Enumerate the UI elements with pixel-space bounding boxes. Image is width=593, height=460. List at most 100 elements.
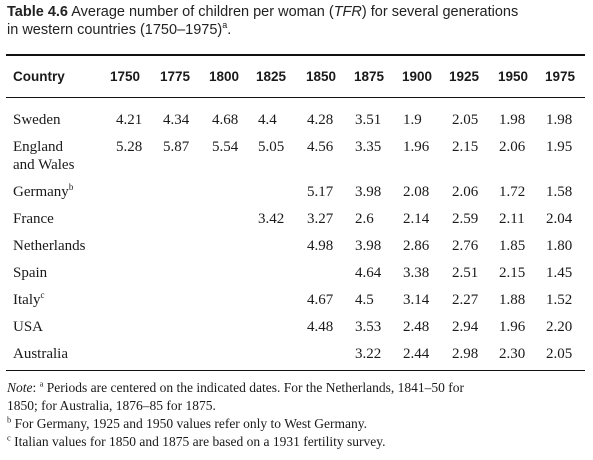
- year-header-1800: 1800: [209, 69, 240, 84]
- tfr-value-sweden-1850: 4.28: [307, 112, 334, 128]
- tfr-value-sweden-1750: 4.21: [116, 112, 143, 128]
- note-c-line: c Italian values for 1850 and 1875 are b…: [7, 433, 587, 451]
- table-label: Table 4.6: [7, 4, 68, 20]
- tfr-value-netherlands-1975: 1.80: [546, 238, 573, 254]
- note-b-mark: b: [7, 414, 12, 425]
- tfr-value-australia-1900: 2.44: [403, 346, 430, 362]
- tfr-value-netherlands-1950: 1.85: [499, 238, 526, 254]
- tfr-value-france-1975: 2.04: [546, 211, 573, 227]
- tfr-value-italy-1875: 4.5: [355, 292, 374, 308]
- tfr-value-spain-1875: 4.64: [355, 265, 382, 281]
- country-sweden: Sweden: [13, 111, 61, 129]
- tfr-value-spain-1900: 3.38: [403, 265, 430, 281]
- tfr-value-sweden-1975: 1.98: [546, 112, 573, 128]
- note-b-text: For Germany, 1925 and 1950 values refer …: [11, 416, 367, 431]
- year-header-1900: 1900: [402, 69, 433, 84]
- note-c-text: Italian values for 1850 and 1875 are bas…: [10, 434, 386, 449]
- tfr-value-england-1850: 4.56: [307, 139, 334, 155]
- tfr-value-usa-1900: 2.48: [403, 319, 430, 335]
- country-spain: Spain: [13, 264, 47, 282]
- tfr-value-sweden-1775: 4.34: [163, 112, 190, 128]
- tfr-value-germany-1975: 1.58: [546, 184, 573, 200]
- note-label: Note: [7, 380, 33, 395]
- country-name: Germany: [13, 184, 69, 200]
- tfr-value-usa-1975: 2.20: [546, 319, 573, 335]
- country-name: Australia: [13, 346, 68, 362]
- tfr-value-germany-1875: 3.98: [355, 184, 382, 200]
- tfr-value-england-1925: 2.15: [452, 139, 479, 155]
- tfr-value-england-1875: 3.35: [355, 139, 382, 155]
- tfr-value-sweden-1875: 3.51: [355, 112, 382, 128]
- tfr-value-australia-1950: 2.30: [499, 346, 526, 362]
- tfr-value-france-1925: 2.59: [452, 211, 479, 227]
- year-header-1850: 1850: [306, 69, 337, 84]
- tfr-value-germany-1900: 2.08: [403, 184, 430, 200]
- country-france: France: [13, 210, 54, 228]
- note-a-line-2: 1850; for Australia, 1876–85 for 1875.: [7, 397, 587, 415]
- country-name: France: [13, 211, 54, 227]
- tfr-value-italy-1950: 1.88: [499, 292, 526, 308]
- tfr-value-england-1900: 1.96: [403, 139, 430, 155]
- header-rule: [6, 97, 585, 98]
- tfr-value-netherlands-1850: 4.98: [307, 238, 334, 254]
- tfr-value-sweden-1825: 4.4: [258, 112, 277, 128]
- caption-line-1: Table 4.6 Average number of children per…: [7, 3, 587, 21]
- tfr-value-germany-1950: 1.72: [499, 184, 526, 200]
- country-name: Spain: [13, 265, 48, 281]
- tfr-value-spain-1925: 2.51: [452, 265, 479, 281]
- tfr-value-france-1850: 3.27: [307, 211, 334, 227]
- tfr-value-england-1750: 5.28: [116, 139, 143, 155]
- tfr-value-netherlands-1925: 2.76: [452, 238, 479, 254]
- tfr-value-netherlands-1875: 3.98: [355, 238, 382, 254]
- country-name: Italy: [13, 292, 41, 308]
- year-header-1875: 1875: [354, 69, 385, 84]
- caption-footnote-mark: a: [222, 20, 228, 31]
- caption-abbr: TFR: [333, 4, 362, 20]
- tfr-value-france-1900: 2.14: [403, 211, 430, 227]
- year-header-1775: 1775: [160, 69, 191, 84]
- tfr-value-england-1975: 1.95: [546, 139, 573, 155]
- country-usa: USA: [13, 318, 43, 336]
- tfr-value-england-1800: 5.54: [212, 139, 239, 155]
- caption-line2-text: in western countries (1750–1975): [7, 22, 223, 38]
- tfr-value-australia-1875: 3.22: [355, 346, 382, 362]
- country-footnote-mark: c: [40, 290, 45, 300]
- country-footnote-mark: b: [68, 182, 74, 192]
- tfr-value-usa-1925: 2.94: [452, 319, 479, 335]
- note-a-line-1: Note: a Periods are centered on the indi…: [7, 379, 587, 397]
- country-name: Sweden: [13, 112, 61, 128]
- tfr-value-england-1825: 5.05: [258, 139, 285, 155]
- tfr-value-italy-1925: 2.27: [452, 292, 479, 308]
- note-b-line: b For Germany, 1925 and 1950 values refe…: [7, 415, 587, 433]
- tfr-value-sweden-1925: 2.05: [452, 112, 479, 128]
- country-name: USA: [13, 319, 44, 335]
- table-notes: Note: a Periods are centered on the indi…: [7, 379, 587, 451]
- tfr-value-sweden-1900: 1.9: [403, 112, 422, 128]
- tfr-value-england-1775: 5.87: [163, 139, 190, 155]
- caption-end: .: [227, 22, 232, 38]
- country-england-line2: and Wales: [13, 157, 75, 173]
- tfr-value-spain-1950: 2.15: [499, 265, 526, 281]
- caption-text-after: ) for several generations: [361, 4, 519, 20]
- table-caption: Table 4.6 Average number of children per…: [7, 3, 587, 39]
- tfr-value-germany-1925: 2.06: [452, 184, 479, 200]
- tfr-value-germany-1850: 5.17: [307, 184, 334, 200]
- note-a-text-2: 1850; for Australia, 1876–85 for 1875.: [7, 398, 216, 413]
- tfr-value-france-1875: 2.6: [355, 211, 374, 227]
- tfr-value-italy-1900: 3.14: [403, 292, 430, 308]
- country-germany: Germanyb: [13, 183, 73, 201]
- country-netherlands: Netherlands: [13, 237, 85, 255]
- country-australia: Australia: [13, 345, 68, 363]
- tfr-value-usa-1875: 3.53: [355, 319, 382, 335]
- tfr-value-italy-1975: 1.52: [546, 292, 573, 308]
- note-colon: :: [32, 380, 37, 395]
- caption-text-before: Average number of children per woman (: [71, 4, 334, 20]
- year-header-1950: 1950: [498, 69, 529, 84]
- top-rule: [6, 54, 585, 56]
- country-name: Netherlands: [13, 238, 86, 254]
- country-england: England: [13, 138, 63, 156]
- tfr-value-sweden-1950: 1.98: [499, 112, 526, 128]
- note-a-mark: a: [39, 378, 44, 389]
- year-header-1825: 1825: [256, 69, 287, 84]
- caption-line-2: in western countries (1750–1975)a.: [7, 21, 587, 39]
